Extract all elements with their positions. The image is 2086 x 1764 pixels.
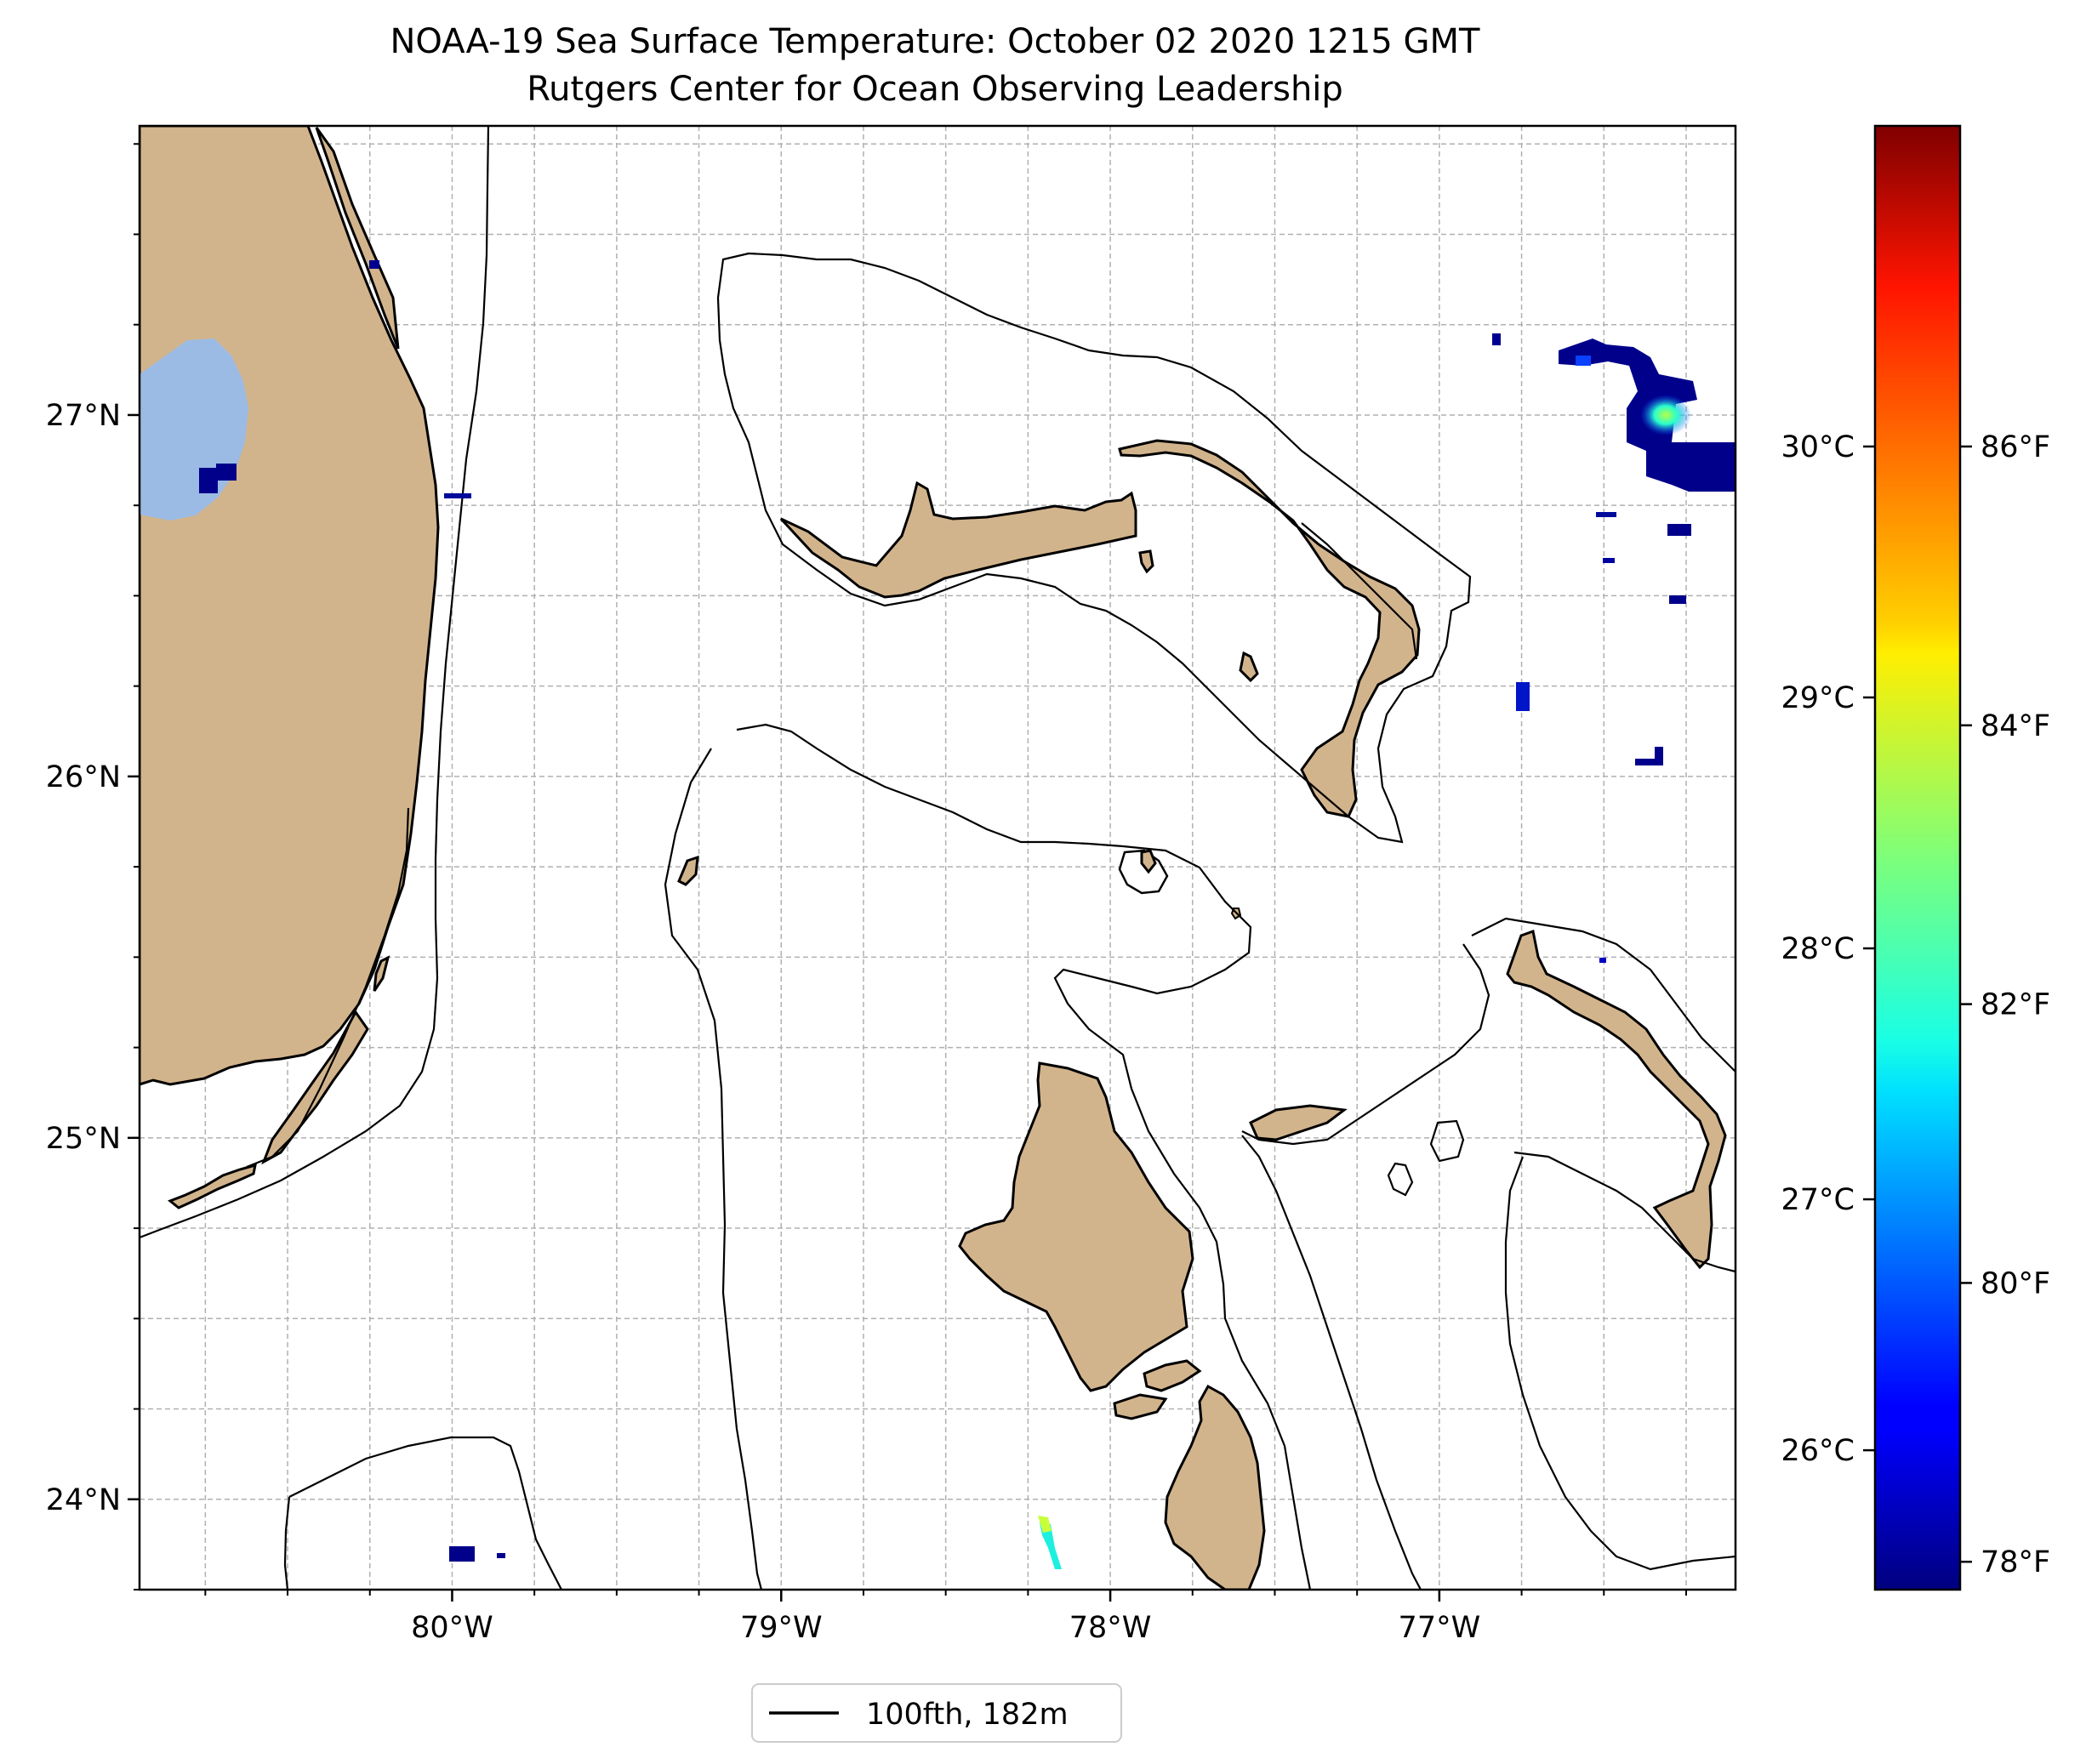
map-ticks: 80°W 79°W 78°W 77°W 24°N 25°N 26°N 27°N (46, 143, 1687, 1645)
map-frame (138, 124, 1737, 1591)
legend-box (751, 1683, 1122, 1743)
sst-hotspot (1640, 395, 1691, 435)
andros-mid-islet (1113, 1393, 1168, 1420)
florida-keys-lower (168, 1163, 257, 1209)
lon-tick-label: 78°W (1069, 1611, 1152, 1645)
legend: 100fth, 182m (751, 1683, 1122, 1743)
isobath-florida-shelf (246, 807, 410, 1169)
sst-patch (1596, 512, 1616, 517)
sst-patch (1492, 333, 1501, 345)
legend-label: 100fth, 182m (866, 1698, 1069, 1732)
andros-land (958, 1061, 1194, 1392)
isobath-exuma-inner (1513, 1151, 1735, 1273)
lat-tick-label: 26°N (46, 760, 121, 794)
isobath-exuma-sound (1241, 1135, 1422, 1590)
colorbar-frame (1873, 124, 1962, 1591)
lat-tick-label: 24°N (46, 1483, 121, 1517)
new-providence-land (1249, 1104, 1348, 1141)
sst-patch (1516, 682, 1530, 711)
colorbar-c-label: 30°C (1781, 430, 1855, 464)
isobath-exuma-loop-2 (1387, 1162, 1414, 1197)
isobath-100fth (140, 126, 1735, 1590)
sst-patch (1603, 558, 1615, 563)
lon-tick-label: 80°W (411, 1611, 493, 1645)
florida-barrier-island (315, 127, 400, 350)
colorbar-c-label: 27°C (1781, 1183, 1855, 1217)
sst-patch (199, 468, 218, 493)
colorbar-f-label: 80°F (1981, 1266, 2050, 1300)
florida-keys-upper (261, 1010, 369, 1165)
map-subtitle: Rutgers Center for Ocean Observing Leade… (527, 70, 1343, 109)
sst-patch (497, 1553, 505, 1558)
sst-patch-green (1038, 1516, 1052, 1533)
grand-bahama-islet (1138, 549, 1154, 574)
sst-patch (444, 493, 471, 498)
isobath-eleuthera-east (1471, 917, 1735, 1073)
isobath-cay-sal-west (283, 1496, 291, 1590)
colorbar-c-label: 28°C (1781, 932, 1855, 966)
isobath-florida-straits-east (140, 126, 490, 1239)
bimini-land (677, 855, 699, 886)
colorbar-f-label: 84°F (1981, 709, 2050, 743)
eleuthera-land (1506, 930, 1727, 1270)
berry-islands-land (1140, 849, 1157, 874)
sst-patches (199, 260, 1735, 1569)
abaco-land (1118, 439, 1421, 818)
isobath-exuma-bank (1241, 943, 1490, 1146)
map-title: NOAA-19 Sea Surface Temperature: October… (390, 22, 1481, 61)
isobath-exuma-loop (1429, 1119, 1465, 1163)
sst-patch (1599, 958, 1606, 963)
lat-tick-label: 27°N (46, 399, 121, 433)
isobath-exuma-south (1504, 1156, 1735, 1571)
florida-key-islet (373, 955, 390, 992)
sst-patch (449, 1546, 475, 1562)
map-area (140, 126, 1735, 1590)
colorbar-f-label: 86°F (1981, 430, 2050, 464)
lon-tick-label: 79°W (740, 1611, 823, 1645)
colorbar-ticks: 78°F 80°F 82°F 84°F 86°F 26°C 27°C 28°C 29°C 30°C (1781, 430, 2051, 1579)
isobath-little-bahama-bank (716, 252, 1472, 844)
sst-patch-cyan (1040, 1522, 1062, 1569)
andros-south-land (1164, 1384, 1266, 1590)
colorbar-gradient (1875, 126, 1960, 1590)
colorbar-f-label: 82°F (1981, 988, 2050, 1022)
isobath-great-bahama-bank-west (736, 723, 1312, 1590)
sst-patch (1576, 356, 1591, 366)
sst-patch (216, 464, 237, 481)
grand-bahama-land (779, 481, 1137, 599)
colorbar-c-label: 29°C (1781, 681, 1855, 715)
colorbar-c-label: 26°C (1781, 1434, 1855, 1468)
isobath-tongue-of-ocean (664, 748, 763, 1590)
lon-tick-label: 77°W (1399, 1611, 1481, 1645)
sst-patch (369, 260, 379, 269)
andros-bight-islet (1143, 1359, 1202, 1392)
colorbar-f-label: 78°F (1981, 1545, 2050, 1579)
abaco-islet (1239, 651, 1259, 683)
sst-patch (1669, 595, 1686, 604)
colorbar: 78°F 80°F 82°F 84°F 86°F 26°C 27°C 28°C 29°C 30°C (1781, 124, 2051, 1591)
lat-tick-label: 25°N (46, 1122, 121, 1156)
sst-patch (1635, 747, 1663, 765)
sst-patch (1667, 524, 1691, 536)
isobath-cay-sal (288, 1436, 562, 1590)
isobath-grand-bahama-inner (1301, 522, 1418, 660)
